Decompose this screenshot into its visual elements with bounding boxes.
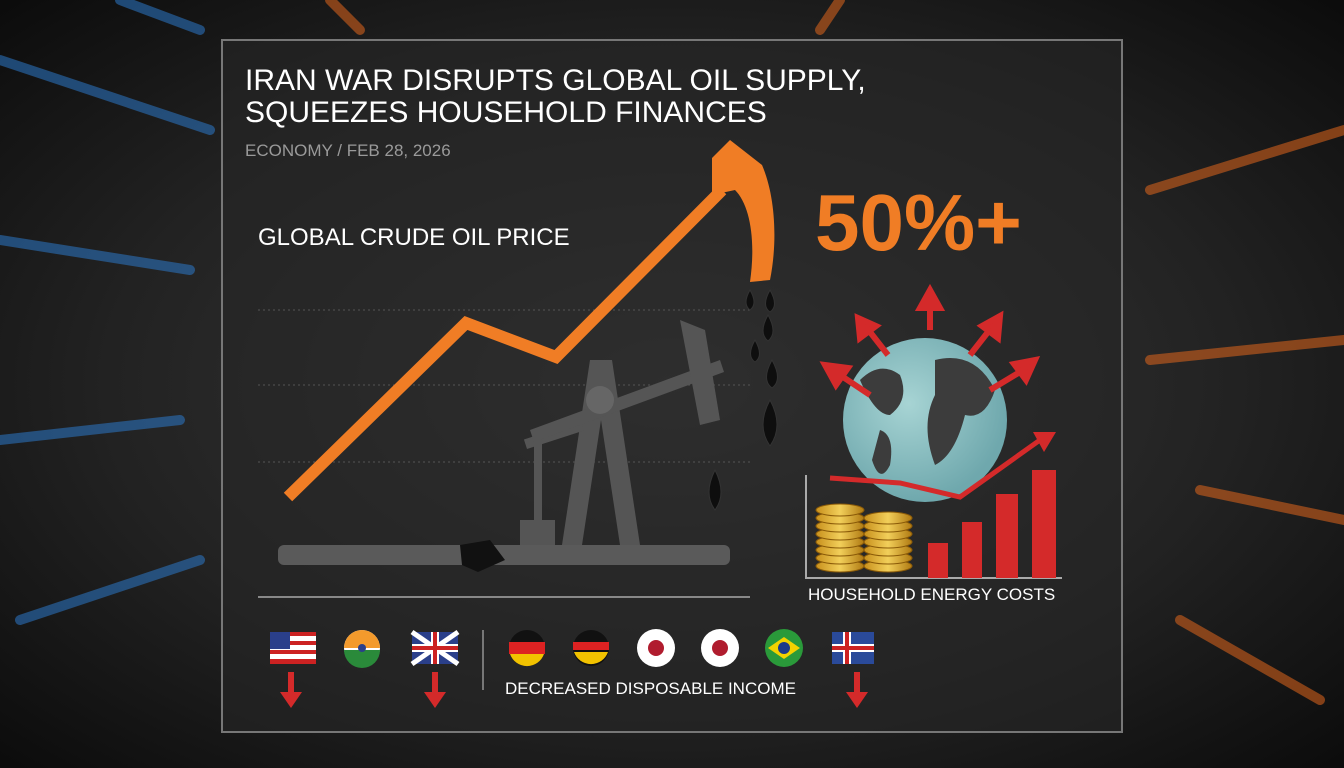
oil-drops [708, 288, 778, 511]
flag-germany [509, 630, 545, 667]
title: SQUEEZES HOUSEHOLD FINANCES [245, 96, 767, 129]
callout: 50%+ [815, 178, 1022, 267]
cost-trend [829, 437, 1042, 500]
pipe-break [460, 540, 505, 572]
globe-arrows [819, 283, 1041, 398]
panel-label: HOUSEHOLD ENERGY COSTS [808, 585, 1055, 604]
price-line [283, 185, 727, 502]
flag-uk [410, 629, 460, 667]
flag-germany [573, 630, 609, 666]
flag-us [270, 632, 316, 664]
down-arrows [280, 672, 868, 708]
flag-japan [701, 629, 739, 667]
byline: ECONOMY / FEB 28, 2026 [245, 141, 451, 160]
cost-trend-head [1033, 432, 1056, 452]
light-streaks [0, 0, 1344, 705]
coin [815, 503, 865, 517]
flags [270, 629, 874, 668]
title: IRAN WAR DISRUPTS GLOBAL OIL SUPPLY, [245, 64, 866, 97]
pumpjack-silhouette [278, 320, 730, 565]
pump-head [712, 140, 775, 282]
continents [860, 358, 995, 474]
flag-iceland [832, 632, 874, 664]
flag-brazil [765, 629, 803, 667]
cost-bars [928, 470, 1056, 578]
panel-label: GLOBAL CRUDE OIL PRICE [258, 224, 570, 251]
coin [863, 511, 913, 525]
flag-india [344, 630, 380, 668]
globe [843, 338, 1007, 502]
panel-label: DECREASED DISPOSABLE INCOME [505, 679, 796, 698]
flag-japan [637, 629, 675, 667]
coin-stacks [815, 503, 913, 573]
